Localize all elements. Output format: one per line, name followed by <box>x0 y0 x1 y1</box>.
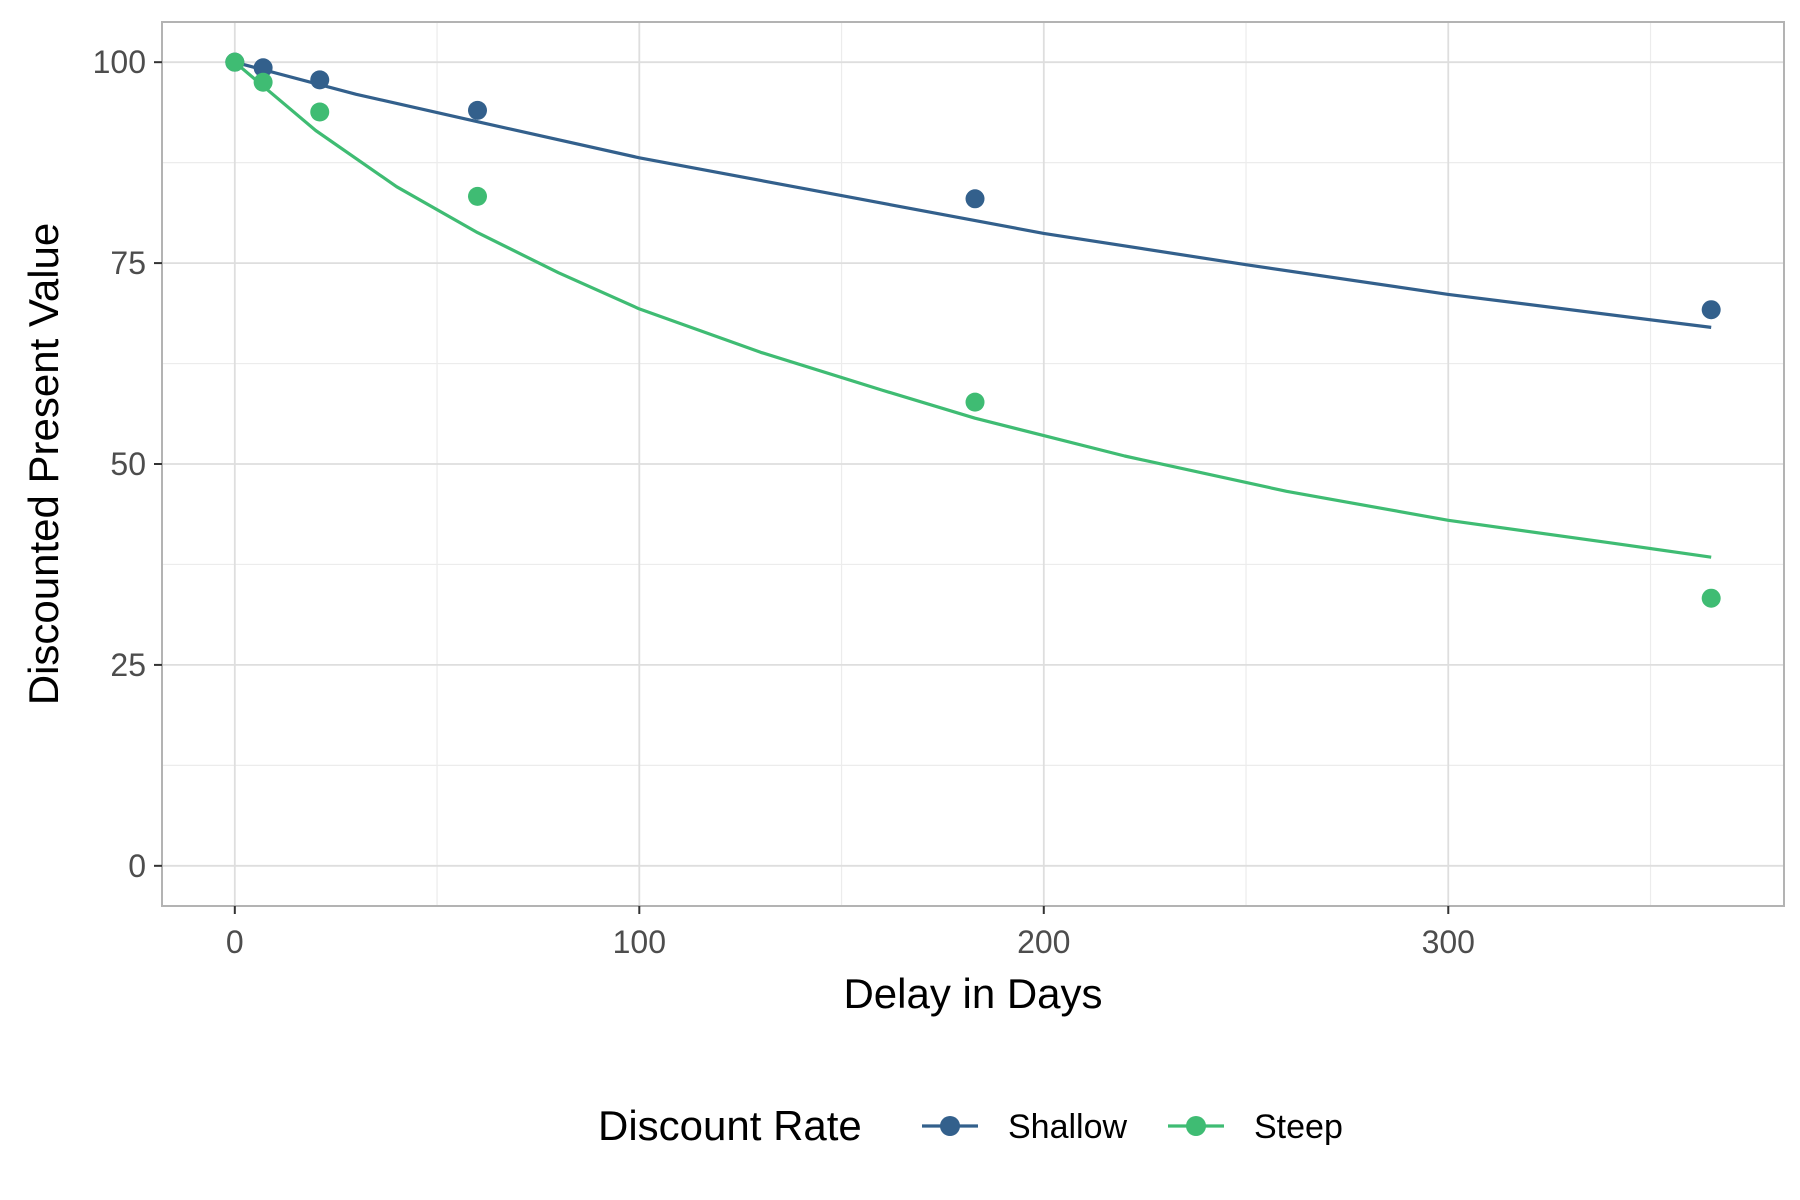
fit-line-shallow <box>234 60 1712 329</box>
legend-title: Discount Rate <box>598 1102 862 1149</box>
legend-label-shallow: Shallow <box>1008 1108 1128 1146</box>
y-tick-label: 0 <box>128 848 146 884</box>
fit-lines <box>233 60 1712 559</box>
y-axis-title: Discounted Present Value <box>20 223 67 706</box>
data-point-shallow <box>468 100 488 120</box>
data-point-steep <box>965 392 985 412</box>
data-point-steep <box>225 52 245 72</box>
data-point-steep <box>310 102 330 122</box>
data-point-steep <box>468 186 488 206</box>
data-point-shallow <box>253 58 273 78</box>
data-point-shallow <box>310 70 330 90</box>
legend: Discount Rate Shallow Steep <box>598 1102 1343 1149</box>
data-point-steep <box>253 72 273 92</box>
legend-key-point-shallow <box>940 1116 960 1136</box>
x-tick-label: 0 <box>226 924 244 960</box>
y-tick-label: 75 <box>110 245 146 281</box>
x-tick-label: 200 <box>1017 924 1070 960</box>
legend-key-point-steep <box>1186 1116 1206 1136</box>
data-points <box>225 52 1721 608</box>
x-tick-label: 300 <box>1422 924 1475 960</box>
major-gridlines <box>162 22 1784 906</box>
y-tick-label: 25 <box>110 647 146 683</box>
legend-items: Shallow Steep <box>922 1108 1343 1146</box>
legend-label-steep: Steep <box>1254 1108 1343 1146</box>
x-axis-title: Delay in Days <box>843 970 1102 1017</box>
fit-line-steep <box>233 60 1712 559</box>
y-tick-label: 100 <box>93 44 146 80</box>
data-point-shallow <box>965 189 985 209</box>
y-axis-ticks: 0 25 50 75 100 <box>93 44 162 884</box>
data-point-steep <box>1701 588 1721 608</box>
x-tick-label: 100 <box>613 924 666 960</box>
x-axis-ticks: 0 100 200 300 <box>226 906 1475 960</box>
data-point-shallow <box>1701 300 1721 320</box>
y-tick-label: 50 <box>110 446 146 482</box>
